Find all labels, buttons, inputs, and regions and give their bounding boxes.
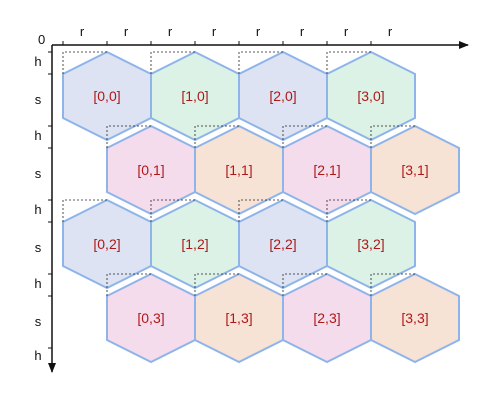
hex-cell-label: [1,3]	[225, 310, 252, 326]
dashed-guide	[62, 199, 107, 222]
axis-label-s: s	[35, 314, 42, 329]
hex-cell-label: [2,1]	[313, 162, 340, 178]
dashed-guide	[326, 199, 371, 222]
dashed-guide	[194, 273, 239, 296]
dashed-guide	[238, 199, 283, 222]
hex-cell-label: [0,3]	[137, 310, 164, 326]
dashed-guide	[282, 273, 327, 296]
dashed-guide	[150, 199, 195, 222]
hex-cell-label: [3,0]	[357, 88, 384, 104]
hex-cells: [0,0] [1,0] [2,0] [3,0] [0,1] [1,1] [2,1] [3,1]…	[62, 50, 460, 364]
dashed-guide	[370, 273, 415, 296]
dashed-guide	[106, 273, 151, 296]
origin-label: 0	[38, 32, 45, 47]
dashed-guide	[150, 51, 195, 74]
axis-label-s: s	[35, 166, 42, 181]
hex-cell-label: [2,0]	[269, 88, 296, 104]
dashed-guide	[238, 51, 283, 74]
hex-cell-label: [3,3]	[401, 310, 428, 326]
axis-label-r: r	[124, 24, 129, 39]
axis-label-s: s	[35, 92, 42, 107]
dashed-guide	[282, 125, 327, 148]
dashed-guide	[370, 125, 415, 148]
hex-cell-label: [3,1]	[401, 162, 428, 178]
axis-label-h: h	[34, 54, 41, 69]
axis-label-h: h	[34, 276, 41, 291]
hex-cell-label: [0,0]	[93, 88, 120, 104]
dashed-guides	[62, 51, 415, 296]
axis-label-h: h	[34, 348, 41, 363]
axis-label-r: r	[212, 24, 217, 39]
hex-cell-label: [2,3]	[313, 310, 340, 326]
hex-cell-label: [1,2]	[181, 236, 208, 252]
dashed-guide	[62, 51, 107, 74]
axis-label-r: r	[256, 24, 261, 39]
hex-cell-label: [0,2]	[93, 236, 120, 252]
dashed-guide	[194, 125, 239, 148]
hex-cell-label: [3,2]	[357, 236, 384, 252]
axis-label-r: r	[168, 24, 173, 39]
axis-label-r: r	[80, 24, 85, 39]
axis-label-r: r	[344, 24, 349, 39]
hex-cell-label: [0,1]	[137, 162, 164, 178]
hex-cell-label: [2,2]	[269, 236, 296, 252]
axis-label-r: r	[388, 24, 393, 39]
axis-label-h: h	[34, 128, 41, 143]
dashed-guide	[106, 125, 151, 148]
hex-cell-label: [1,1]	[225, 162, 252, 178]
axis-label-r: r	[300, 24, 305, 39]
hex-cell-label: [1,0]	[181, 88, 208, 104]
axis-label-s: s	[35, 240, 42, 255]
dashed-guide	[326, 51, 371, 74]
left-axis-labels: h s h s h s h s h	[34, 51, 52, 363]
axis-label-h: h	[34, 202, 41, 217]
